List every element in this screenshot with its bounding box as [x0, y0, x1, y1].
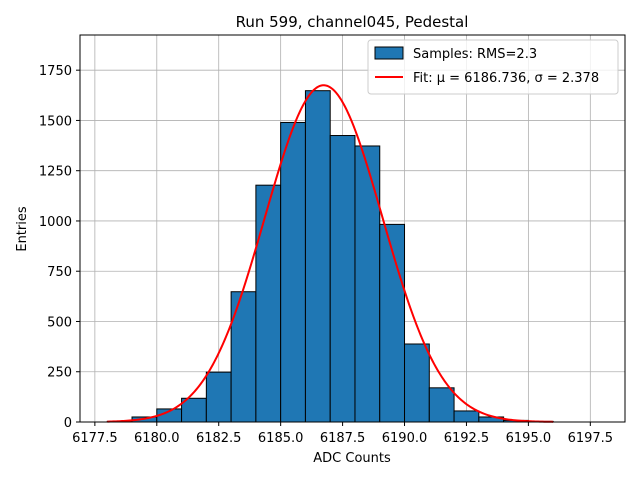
x-tick-label: 6195.0: [506, 431, 552, 446]
x-tick-label: 6187.5: [320, 431, 366, 446]
x-tick-label: 6190.0: [382, 431, 428, 446]
y-tick-label: 1000: [39, 215, 72, 230]
histogram-bar: [329, 135, 356, 423]
x-tick-label: 6192.5: [444, 431, 490, 446]
y-tick-label: 0: [64, 416, 72, 431]
legend: Samples: RMS=2.3 Fit: μ = 6186.736, σ = …: [367, 39, 619, 95]
histogram-bar: [255, 184, 282, 423]
histogram-bars: [106, 90, 554, 423]
x-axis-label: ADC Counts: [313, 451, 391, 466]
histogram-bar: [379, 223, 406, 423]
y-tick-label: 500: [47, 315, 72, 330]
histogram-bar: [428, 387, 455, 423]
x-tick-label: 6197.5: [568, 431, 614, 446]
y-tick-label: 1250: [39, 165, 72, 180]
histogram-bar: [453, 410, 480, 423]
y-tick-label: 250: [47, 366, 72, 381]
chart-title: Run 599, channel045, Pedestal: [236, 13, 469, 31]
histogram-bar: [404, 343, 430, 423]
y-tick-label: 1500: [39, 114, 72, 129]
y-tick-label: 1750: [39, 64, 72, 79]
histogram-bar: [354, 145, 381, 423]
x-axis-ticks: 6177.5 6180.0 6182.5 6185.0 6187.5 6190.0 6192…: [72, 422, 613, 446]
legend-swatch-histogram: [374, 46, 404, 60]
x-tick-label: 6185.0: [258, 431, 304, 446]
fit-curve: [107, 84, 554, 423]
histogram-bar: [280, 121, 306, 423]
histogram-bar: [304, 90, 331, 423]
histogram-bar: [205, 371, 232, 423]
x-tick-label: 6182.5: [196, 431, 242, 446]
legend-label-histogram: Samples: RMS=2.3: [413, 47, 537, 62]
y-axis-label: Entries: [15, 206, 30, 252]
x-tick-label: 6177.5: [72, 431, 118, 446]
plot-frame: [79, 34, 626, 423]
legend-label-fit: Fit: μ = 6186.736, σ = 2.378: [413, 71, 599, 86]
x-tick-label: 6180.0: [134, 431, 180, 446]
y-tick-label: 750: [47, 265, 72, 280]
fit-curve-layer: [107, 84, 554, 423]
legend-box: [367, 39, 619, 95]
y-axis-ticks: 0 250 500 750 1000 1250 1500 1750: [39, 64, 80, 431]
